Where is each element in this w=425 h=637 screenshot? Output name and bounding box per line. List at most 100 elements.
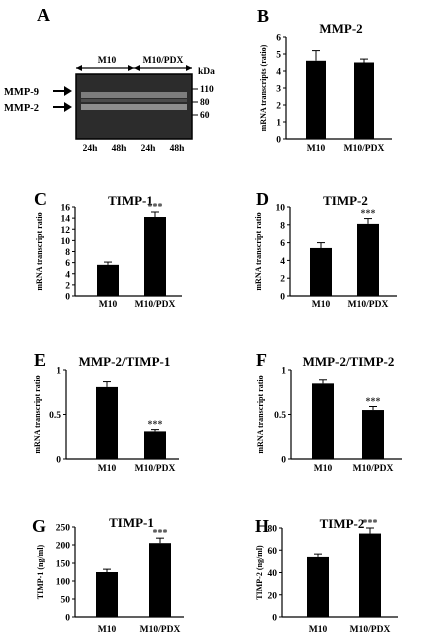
- panel-a-blot: A M10 M10/PDX kDa 110 80 60 MMP-9 MMP-2 …: [4, 5, 215, 154]
- category-label: M10: [307, 144, 326, 154]
- bar-m10-pdx: [354, 62, 374, 139]
- bar-m10: [312, 383, 334, 459]
- bar-m10: [96, 386, 118, 459]
- y-tick-label: 3: [276, 85, 281, 95]
- y-tick-label: 1: [56, 367, 61, 377]
- group-label-m10-pdx: M10/PDX: [143, 56, 184, 66]
- gel-band-faint: [81, 99, 187, 102]
- band-arrow-head: [64, 86, 72, 96]
- y-axis-label: mRNA transcript ratio: [256, 375, 265, 453]
- bar-m10: [310, 247, 332, 296]
- bar-m10: [97, 264, 119, 296]
- band-label-mmp2: MMP-2: [4, 103, 39, 114]
- y-tick-label: 12: [61, 226, 71, 236]
- bar-m10: [307, 556, 329, 617]
- y-tick-label: 20: [268, 591, 278, 601]
- marker-80: 80: [200, 98, 210, 108]
- y-tick-label: 0.5: [274, 411, 286, 421]
- category-label: M10: [312, 300, 331, 310]
- y-tick-label: 150: [56, 560, 71, 570]
- y-tick-label: 0: [281, 456, 286, 466]
- bar-m10-pdx: [359, 533, 381, 617]
- y-tick-label: 4: [65, 270, 70, 280]
- bar-m10-pdx: [362, 410, 384, 459]
- y-tick-label: 8: [65, 248, 70, 258]
- marker-60: 60: [200, 111, 210, 121]
- significance-marker: ***: [148, 420, 163, 431]
- bar-m10: [96, 572, 118, 617]
- y-axis-label: mRNA transcript ratio: [254, 212, 263, 290]
- chart-panel-b: B MMP-2 0 1 2 3 4 5 6 mRNA transcripts (ratio) M10…: [257, 6, 392, 154]
- bar-m10-pdx: [149, 543, 171, 617]
- band-label-mmp9: MMP-9: [4, 87, 39, 98]
- significance-marker: ***: [361, 209, 376, 220]
- panel-letter: D: [256, 189, 269, 209]
- y-axis-label: TIMP-1 (ng/ml): [36, 544, 45, 599]
- significance-marker: ***: [148, 202, 163, 213]
- category-label: M10/PDX: [135, 464, 176, 474]
- y-tick-label: 40: [268, 569, 278, 579]
- y-tick-label: 8: [280, 221, 285, 231]
- y-tick-label: 50: [61, 596, 71, 606]
- chart-title: TIMP-2: [320, 516, 365, 531]
- band-arrow-head: [64, 102, 72, 112]
- bar-m10-pdx: [144, 217, 166, 296]
- chart-title: TIMP-2: [323, 193, 368, 208]
- y-tick-label: 60: [268, 547, 278, 557]
- y-tick-label: 10: [61, 237, 71, 247]
- y-tick-label: 1: [276, 119, 281, 129]
- category-label: M10/PDX: [135, 300, 176, 310]
- chart-title: MMP-2/TIMP-2: [303, 354, 395, 369]
- category-label: M10/PDX: [140, 625, 181, 635]
- category-label: M10: [99, 300, 118, 310]
- chart-panel-f: F MMP-2/TIMP-2 0 0.5 1 mRNA transcript ratio M…: [256, 350, 402, 474]
- lane-label: 24h: [141, 144, 157, 154]
- y-axis-label: TIMP-2 (ng/ml): [255, 545, 264, 600]
- y-tick-label: 4: [280, 257, 285, 267]
- category-label: M10/PDX: [350, 625, 391, 635]
- chart-title: MMP-2: [319, 21, 362, 36]
- category-label: M10: [98, 464, 117, 474]
- y-tick-label: 2: [280, 275, 285, 285]
- chart-panel-d: D TIMP-2 0 2 4 6 8 10 mRNA transcript ratio M10 M1…: [254, 189, 397, 310]
- lane-label: 24h: [83, 144, 99, 154]
- group-arrow-head: [128, 65, 134, 71]
- y-tick-label: 0: [272, 614, 277, 624]
- marker-110: 110: [200, 85, 214, 95]
- y-axis-label: mRNA transcript ratio: [33, 375, 42, 453]
- category-label: M10/PDX: [348, 300, 389, 310]
- group-label-m10: M10: [98, 56, 117, 66]
- y-tick-label: 6: [276, 34, 281, 44]
- y-tick-label: 0: [276, 136, 281, 146]
- category-label: M10/PDX: [353, 464, 394, 474]
- category-label: M10: [309, 625, 328, 635]
- panel-letter: B: [257, 6, 269, 26]
- category-label: M10: [314, 464, 333, 474]
- y-tick-label: 80: [268, 525, 278, 535]
- category-label: M10/PDX: [344, 144, 385, 154]
- y-tick-label: 0.5: [49, 411, 61, 421]
- group-arrow-head: [76, 65, 82, 71]
- chart-panel-e: E MMP-2/TIMP-1 0 0.5 1 mRNA transcript ratio M…: [33, 350, 179, 474]
- y-tick-label: 14: [61, 215, 71, 225]
- y-tick-label: 0: [280, 293, 285, 303]
- panel-letter: G: [32, 516, 46, 536]
- y-tick-label: 200: [56, 542, 71, 552]
- y-tick-label: 5: [276, 51, 281, 61]
- y-axis-label: mRNA transcript ratio: [35, 212, 44, 290]
- panel-letter: H: [255, 516, 269, 536]
- y-tick-label: 16: [61, 204, 71, 214]
- y-axis-label: mRNA transcripts (ratio): [259, 44, 268, 131]
- significance-marker: ***: [153, 528, 168, 539]
- chart-panel-h: H TIMP-2 0 20 40 60 80 TIMP-2 (ng/ml) M10 M10/PDX…: [255, 516, 398, 635]
- significance-marker: ***: [366, 396, 381, 407]
- y-tick-label: 0: [56, 456, 61, 466]
- gel-band-mmp9-lane: [81, 92, 187, 98]
- chart-panel-g: G TIMP-1 0 50 100 150 200 250 TIMP-1 (ng/ml) M10 M…: [32, 515, 184, 635]
- bar-m10: [306, 60, 326, 139]
- significance-marker: ***: [363, 518, 378, 529]
- lane-label: 48h: [112, 144, 128, 154]
- chart-title: TIMP-1: [109, 515, 154, 530]
